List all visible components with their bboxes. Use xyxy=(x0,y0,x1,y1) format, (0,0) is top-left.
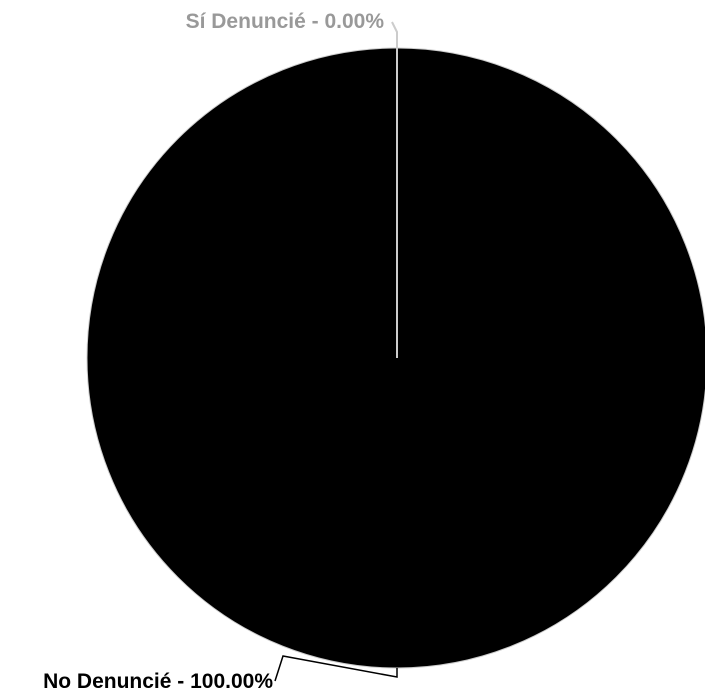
leader-lines-layer xyxy=(274,21,398,682)
leader-line-si-denuncie xyxy=(391,21,398,358)
slice-label-no-denuncie: No Denuncié - 100.00% xyxy=(43,670,273,693)
leader-line-no-denuncie xyxy=(274,655,398,682)
slice-label-si-denuncie: Sí Denuncié - 0.00% xyxy=(186,10,385,33)
labels-layer: Sí Denuncié - 0.00% No Denuncié - 100.00… xyxy=(43,10,384,693)
